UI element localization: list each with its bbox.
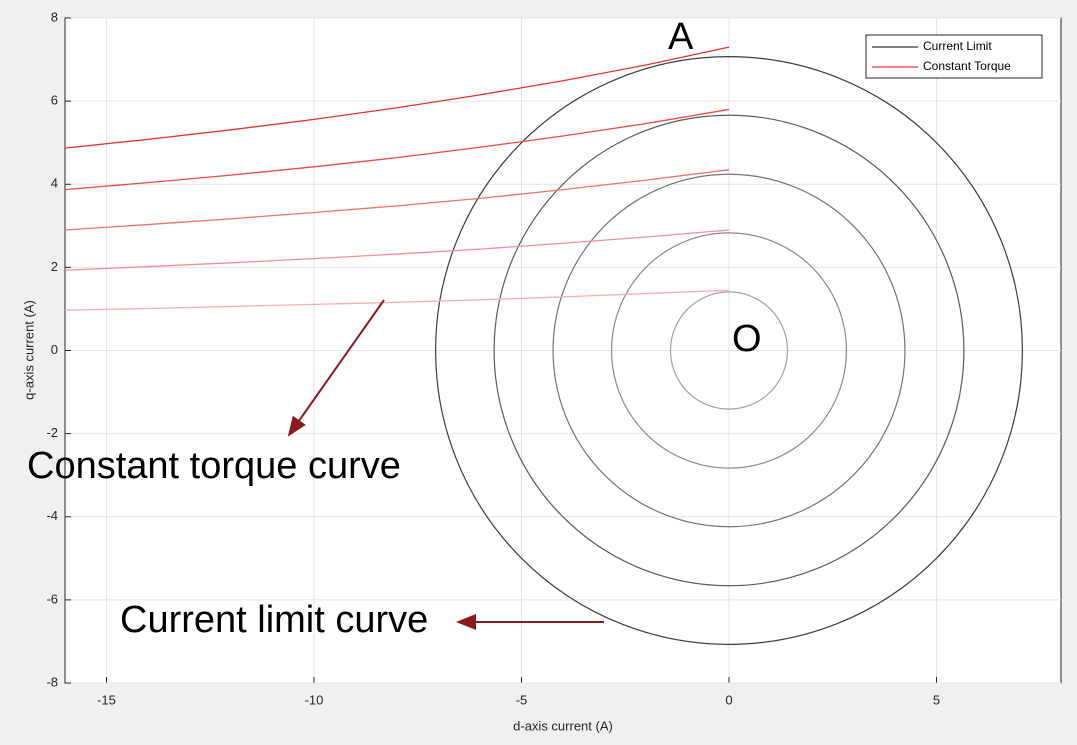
y-tick-label: -6	[46, 591, 58, 606]
current-limit-circle	[434, 56, 1024, 645]
current-limit-circle	[552, 173, 906, 528]
y-tick-label: -8	[46, 674, 58, 689]
annotation: Constant torque curve	[27, 445, 401, 487]
current-limit-circle	[493, 114, 965, 587]
torque-curve	[64, 169, 730, 231]
x-axis-label: d-axis current (A)	[513, 718, 613, 733]
legend-label: Constant Torque	[923, 59, 1011, 73]
torque-curve	[64, 46, 730, 149]
y-tick-label: 2	[51, 259, 58, 274]
arrow	[287, 299, 385, 437]
y-tick-label: 4	[51, 176, 58, 191]
annotation: A	[668, 16, 694, 58]
current-limit-circle	[669, 291, 789, 410]
legend-box	[865, 34, 1043, 79]
current-limit-circle	[610, 232, 848, 469]
y-tick-label: 8	[51, 9, 58, 24]
y-tick-label: -2	[46, 425, 58, 440]
x-tick-label: 5	[933, 692, 940, 707]
y-tick-label: 0	[51, 342, 58, 357]
torque-curve	[64, 108, 730, 191]
torque-curve	[64, 229, 730, 271]
x-tick-label: -10	[305, 692, 324, 707]
annotation: Current limit curve	[120, 599, 428, 641]
annotation: O	[732, 318, 762, 360]
torque-curve	[64, 289, 730, 311]
y-axis-label: q-axis current (A)	[21, 300, 36, 400]
x-tick-label: -5	[516, 692, 528, 707]
x-tick-label: -15	[97, 692, 116, 707]
x-tick-label: 0	[725, 692, 732, 707]
y-tick-label: 6	[51, 93, 58, 108]
y-tick-label: -4	[46, 508, 58, 523]
legend-label: Current Limit	[923, 39, 992, 53]
